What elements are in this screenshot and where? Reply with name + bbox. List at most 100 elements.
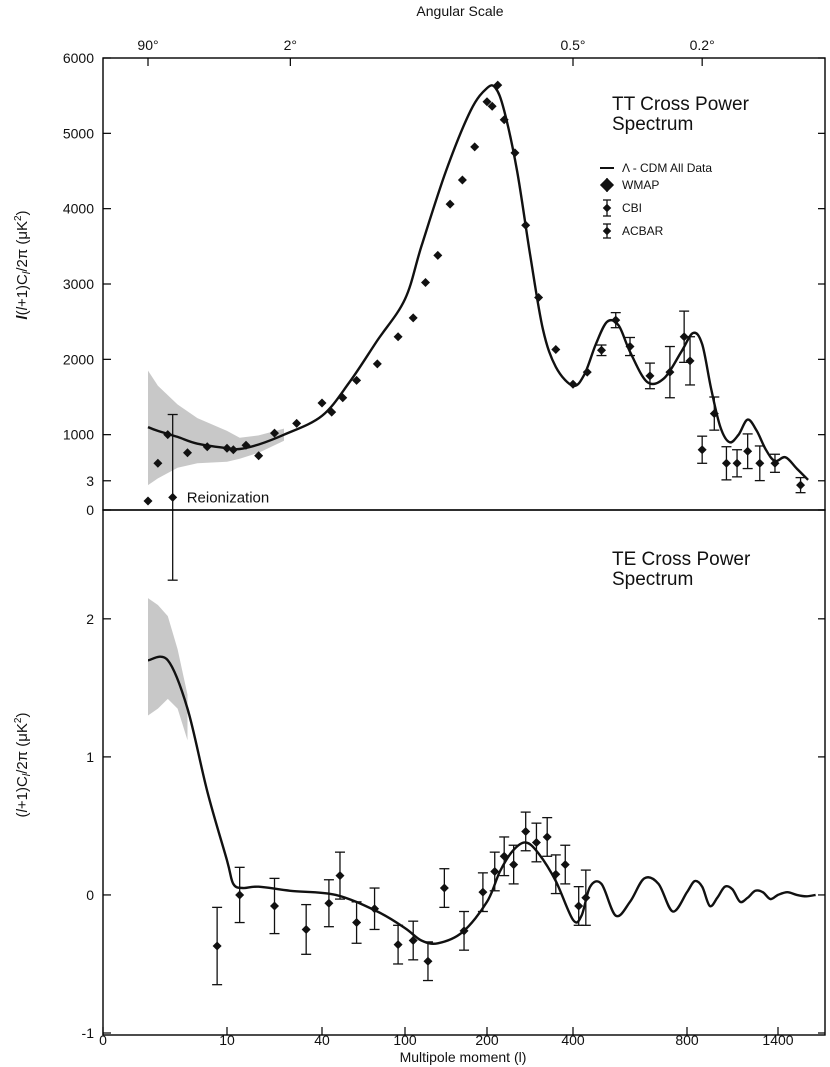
te-marker [542,832,552,842]
te-data-point [560,844,571,885]
te-marker [521,826,531,836]
te-marker [531,837,541,847]
te-panel-frame [102,509,826,1036]
tt-data-point [510,148,520,158]
tt-marker [510,148,520,158]
bottom-tick-label: 1400 [762,1032,793,1048]
te-ytick-label: 1 [86,749,94,765]
bottom-tick-label: 10 [219,1032,235,1048]
bottom-axis-title: Multipole moment (l) [400,1049,527,1065]
tt-marker [499,115,509,125]
tt-data-point [596,344,607,357]
te-band-area [148,598,188,741]
te-marker [212,941,222,951]
tt-data-point [610,311,621,329]
tt-marker [597,345,606,355]
reionization-annotation: Reionization [187,489,270,506]
tt-data-point [153,458,163,468]
te-marker [335,871,345,881]
legend-item-model: Λ - CDM All Data [600,161,712,175]
tt-marker [153,458,163,468]
te-data-point [369,887,380,931]
te-marker [581,893,591,903]
tt-ytick-label: 2000 [63,351,94,367]
tt-data-point [338,393,348,403]
tt-marker [625,342,635,352]
te-data-point [334,851,345,900]
tt-data-point [685,336,696,386]
tt-data-point [568,379,578,389]
te-ytick-label: 0 [86,887,94,903]
tt-data-point [482,97,492,107]
tt-marker [521,220,531,230]
tt-marker [393,332,403,342]
te-data-point [459,910,470,951]
te-data-point [408,920,419,961]
te-marker [324,898,334,908]
tt-data-point [143,496,153,506]
tt-panel-title-line1: TT Cross Power [612,94,750,115]
tt-marker [270,428,279,438]
tt-data-point [352,375,362,385]
te-data-point [520,811,531,852]
te-data-point [508,844,519,885]
tt-data-point [521,220,531,230]
te-marker [168,492,178,502]
bottom-tick-label: 0 [99,1032,107,1048]
tt-data-point [697,435,708,464]
tt-marker [685,356,695,366]
tt-data-point [732,449,743,478]
tt-marker [163,430,173,440]
te-data-point [542,816,553,857]
tt-marker [679,332,689,342]
tt-data-point [421,277,430,287]
tt-marker [732,458,742,468]
te-y-axis-label: (l+1)Cl/2π (μK2) [13,713,33,818]
tt-marker [228,445,238,455]
tt-data-point [493,80,503,90]
te-data-point [439,868,450,909]
te-marker [551,869,561,879]
top-tick-label: 0.2° [690,37,715,53]
te-cosmic-variance-band [148,598,188,741]
tt-data-point [470,142,480,152]
tt-data-point [534,293,544,303]
te-data-point [580,869,591,926]
tt-data-point [754,445,765,482]
tt-marker [470,142,480,152]
tt-data-point [183,448,192,458]
te-ytick-label: 2 [86,611,94,627]
top-tick-label: 0.5° [560,37,585,53]
tt-data-point [625,336,635,357]
top-axis-title: Angular Scale [416,3,503,19]
te-data-point [323,879,334,928]
tt-marker [317,398,327,408]
te-marker [301,924,311,934]
tt-data-point [222,443,232,453]
te-panel-title-line2: Spectrum [612,569,693,590]
tt-data-point [582,367,592,377]
tt-data-point [769,453,780,473]
tt-data-point [499,115,509,125]
tt-data-points [143,80,806,506]
te-data-point [489,851,500,892]
tt-ytick-label: 1000 [63,427,94,443]
te-y-axis-ticks: -1 0 1 2 3 [82,473,825,1041]
tt-data-point [742,433,753,470]
legend-item-acbar: ACBAR [602,223,664,239]
tt-marker [222,443,232,453]
tt-cosmic-variance-band [148,370,284,486]
tt-marker [445,199,455,209]
legend: Λ - CDM All Data WMAP CBI ACBAR [599,161,712,239]
legend-label-model: Λ - CDM All Data [622,161,712,175]
tt-marker [645,371,655,381]
top-tick-label: 2° [284,37,297,53]
tt-marker [665,367,675,377]
tt-ytick-label: 5000 [63,125,94,141]
tt-marker [292,418,302,428]
tt-marker [487,101,497,111]
tt-data-point [795,476,806,494]
tt-marker [755,458,765,468]
te-data-point [393,924,404,965]
